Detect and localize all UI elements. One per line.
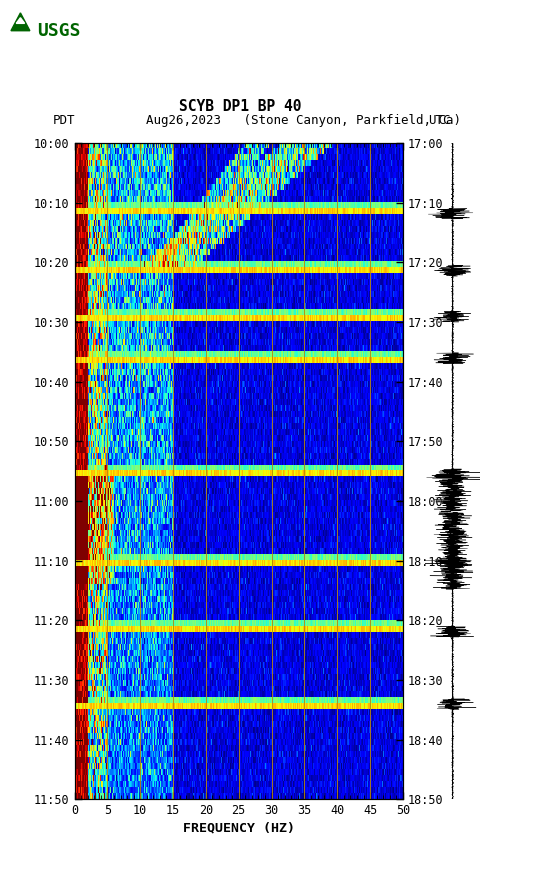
X-axis label: FREQUENCY (HZ): FREQUENCY (HZ) <box>183 822 295 834</box>
Text: UTC: UTC <box>428 113 450 127</box>
Text: SCYB DP1 BP 40: SCYB DP1 BP 40 <box>179 99 301 114</box>
Text: Aug26,2023   (Stone Canyon, Parkfield, Ca): Aug26,2023 (Stone Canyon, Parkfield, Ca) <box>146 113 461 127</box>
Text: USGS: USGS <box>38 22 81 40</box>
Polygon shape <box>11 13 30 30</box>
Text: PDT: PDT <box>52 113 75 127</box>
Polygon shape <box>16 18 25 23</box>
